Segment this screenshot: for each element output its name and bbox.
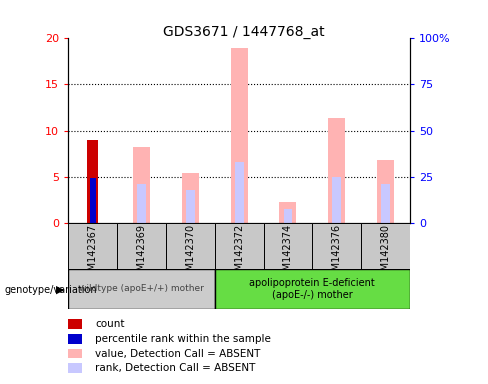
Text: GSM142374: GSM142374 <box>283 224 293 283</box>
Text: GDS3671 / 1447768_at: GDS3671 / 1447768_at <box>163 25 325 39</box>
Bar <box>312 223 361 269</box>
Bar <box>215 269 410 309</box>
Bar <box>137 184 146 223</box>
Text: apolipoprotein E-deficient
(apoE-/-) mother: apolipoprotein E-deficient (apoE-/-) mot… <box>249 278 375 300</box>
Text: GSM142372: GSM142372 <box>234 224 244 283</box>
Bar <box>279 202 297 223</box>
Text: GSM142369: GSM142369 <box>137 224 146 283</box>
Bar <box>166 223 215 269</box>
Bar <box>328 118 345 223</box>
Bar <box>381 184 390 223</box>
Bar <box>332 177 341 223</box>
Bar <box>133 147 150 223</box>
Text: rank, Detection Call = ABSENT: rank, Detection Call = ABSENT <box>95 363 256 373</box>
Bar <box>117 223 166 269</box>
Bar <box>284 209 292 223</box>
Text: count: count <box>95 319 124 329</box>
Bar <box>361 223 410 269</box>
Bar <box>68 269 215 309</box>
Bar <box>186 190 195 223</box>
Text: percentile rank within the sample: percentile rank within the sample <box>95 334 271 344</box>
Bar <box>235 162 244 223</box>
Bar <box>182 173 199 223</box>
Text: GSM142376: GSM142376 <box>332 224 342 283</box>
Text: wildtype (apoE+/+) mother: wildtype (apoE+/+) mother <box>79 285 204 293</box>
Text: genotype/variation: genotype/variation <box>5 285 98 295</box>
Text: ▶: ▶ <box>56 285 64 295</box>
Bar <box>377 160 394 223</box>
Bar <box>90 179 96 223</box>
Bar <box>215 223 264 269</box>
Text: value, Detection Call = ABSENT: value, Detection Call = ABSENT <box>95 349 261 359</box>
Text: GSM142370: GSM142370 <box>185 224 195 283</box>
Bar <box>87 140 98 223</box>
Bar <box>264 223 312 269</box>
Bar <box>68 223 117 269</box>
Bar <box>230 48 248 223</box>
Text: GSM142367: GSM142367 <box>88 224 98 283</box>
Text: GSM142380: GSM142380 <box>381 224 390 283</box>
